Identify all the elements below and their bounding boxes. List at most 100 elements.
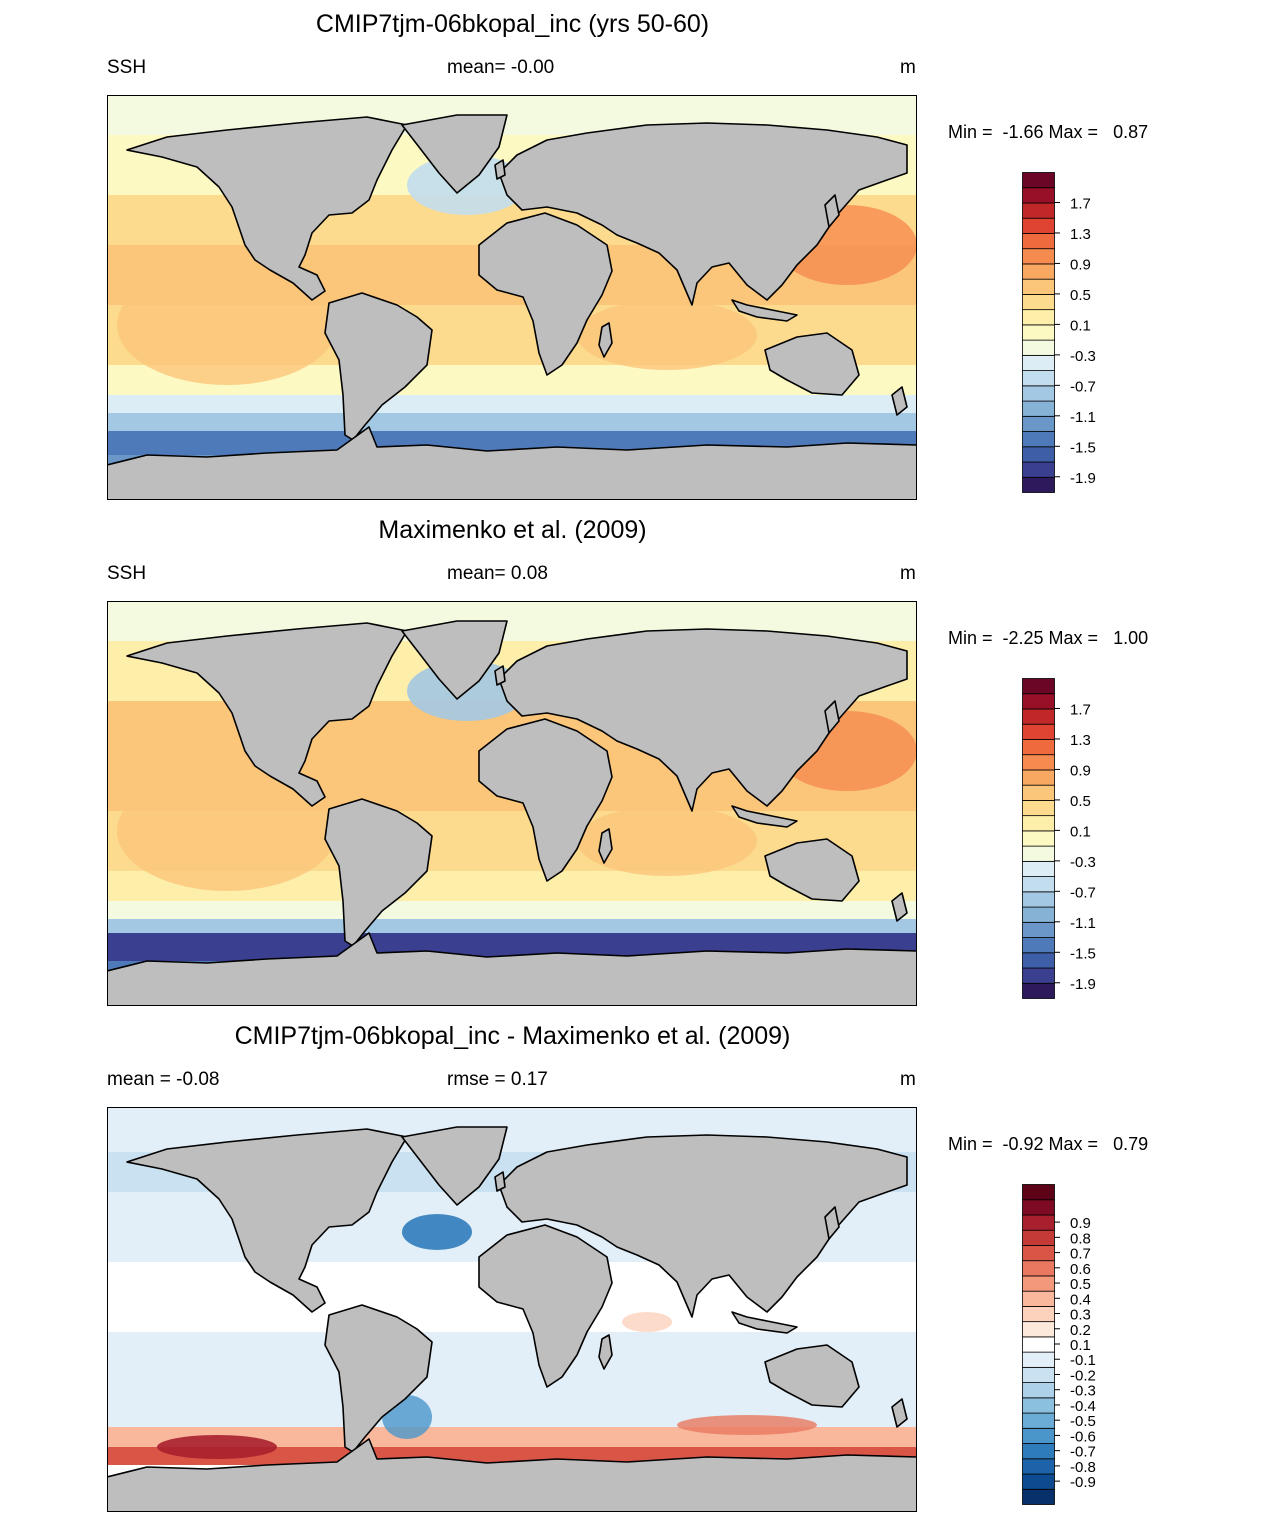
colorbar-box: [1022, 446, 1055, 463]
colorbar-tick-label: 1.3: [1070, 226, 1091, 243]
landmass-australia: [764, 838, 860, 902]
colorbar-box: [1022, 845, 1055, 862]
colorbar-tick-label: -0.7: [1070, 884, 1096, 901]
colorbar-box: [1022, 876, 1055, 893]
map-frame: [107, 1107, 917, 1512]
colorbar-tick-label: 0.9: [1070, 762, 1091, 779]
colorbar-tick-label: -0.2: [1070, 1367, 1096, 1384]
landmass-south-america: [324, 798, 433, 947]
colorbar-box: [1022, 1458, 1055, 1475]
colorbar-tick-label: -1.1: [1070, 409, 1096, 426]
colorbar-box: [1022, 217, 1055, 234]
colorbar-tick-label: 0.9: [1070, 1215, 1091, 1232]
colorbar-box: [1022, 784, 1055, 801]
mean-label: mean = -0.08: [107, 1069, 220, 1090]
mean-label: mean= -0.00: [447, 57, 555, 78]
colorbar-tick-label: 0.5: [1070, 793, 1091, 810]
colorbar-box: [1022, 937, 1055, 954]
colorbar-box: [1022, 1321, 1055, 1338]
colorbar-box: [1022, 1184, 1055, 1201]
colorbar-box: [1022, 1351, 1055, 1368]
panel-difference: CMIP7tjm-06bkopal_inc - Maximenko et al.…: [0, 1012, 1285, 1518]
colorbar-tick-label: 0.1: [1070, 1337, 1091, 1354]
colorbar-tick-label: -1.5: [1070, 945, 1096, 962]
colorbar-tick-label: -0.3: [1070, 1383, 1096, 1400]
landmass-madagascar: [598, 1334, 613, 1370]
landmass-africa: [478, 718, 613, 882]
ssh-map: [107, 601, 917, 1006]
colorbar-tick-label: -0.5: [1070, 1413, 1096, 1430]
colorbar-tick-label: 0.7: [1070, 1246, 1091, 1263]
landmass-north-america: [126, 1128, 408, 1313]
landmass-new-zealand: [891, 892, 908, 922]
landmass-eurasia: [498, 122, 908, 306]
landmass-south-america: [324, 292, 433, 441]
colorbar-tick-label: 0.2: [1070, 1322, 1091, 1339]
colorbar-box: [1022, 1336, 1055, 1353]
colorbar-box: [1022, 400, 1055, 417]
landmass-new-zealand: [891, 1398, 908, 1428]
colorbar-box: [1022, 1290, 1055, 1307]
colorbar-box: [1022, 815, 1055, 832]
colorbar-box: [1022, 324, 1055, 341]
land-mask: [107, 114, 917, 500]
colorbar-tick-label: 1.3: [1070, 732, 1091, 749]
colorbar-box: [1022, 1366, 1055, 1383]
colorbar-box: [1022, 233, 1055, 250]
landmass-antarctica: [107, 1438, 917, 1512]
colorbar-box: [1022, 769, 1055, 786]
colorbar-tick-label: 0.5: [1070, 1276, 1091, 1293]
colorbar-box: [1022, 1473, 1055, 1490]
landmass-greenland: [401, 1126, 508, 1206]
panel-model: CMIP7tjm-06bkopal_inc (yrs 50-60) SSH me…: [0, 0, 1285, 506]
landmass-north-america: [126, 116, 408, 301]
min-max-label: Min = -0.92 Max = 0.79: [948, 1134, 1149, 1154]
colorbar-box: [1022, 415, 1055, 432]
colorbar-box: [1022, 431, 1055, 448]
landmass-greenland: [401, 114, 508, 194]
landmass-antarctica: [107, 932, 917, 1006]
landmass-madagascar: [598, 828, 613, 864]
colorbar-tick-label: -0.8: [1070, 1459, 1096, 1476]
colorbar-tick-label: 0.5: [1070, 287, 1091, 304]
colorbar-box: [1022, 891, 1055, 908]
colorbar-box: [1022, 1443, 1055, 1460]
colorbar-box: [1022, 1260, 1055, 1277]
colorbar-box: [1022, 693, 1055, 710]
landmass-uk: [494, 1171, 506, 1192]
colorbar-box: [1022, 1488, 1055, 1505]
unit-label: m: [900, 563, 916, 584]
landmass-japan: [824, 1206, 840, 1240]
landmass-greenland: [401, 620, 508, 700]
colorbar-box: [1022, 800, 1055, 817]
colorbar-box: [1022, 172, 1055, 189]
map-frame: [107, 601, 917, 1006]
landmass-indonesia: [731, 299, 798, 322]
landmass-antarctica: [107, 426, 917, 500]
colorbar-tick-label: -0.3: [1070, 854, 1096, 871]
landmass-indonesia: [731, 1311, 798, 1334]
colorbar-box: [1022, 1229, 1055, 1246]
colorbar-box: [1022, 982, 1055, 999]
colorbar-box: [1022, 339, 1055, 356]
colorbar-tick-label: -0.1: [1070, 1352, 1096, 1369]
colorbar-tick-label: -1.5: [1070, 439, 1096, 456]
land-mask: [107, 620, 917, 1006]
colorbar-box: [1022, 723, 1055, 740]
colorbar-box: [1022, 1397, 1055, 1414]
colorbar-box: [1022, 385, 1055, 402]
min-max-label: Min = -2.25 Max = 1.00: [948, 628, 1149, 648]
ssh-map: [107, 95, 917, 500]
colorbar-box: [1022, 309, 1055, 326]
colorbar-box: [1022, 278, 1055, 295]
landmass-eurasia: [498, 628, 908, 812]
colorbar-box: [1022, 708, 1055, 725]
colorbar-box: [1022, 1214, 1055, 1231]
colorbar-box: [1022, 476, 1055, 493]
colorbar-tick-label: -1.9: [1070, 976, 1096, 993]
colorbar-tick-label: -0.7: [1070, 1444, 1096, 1461]
mean-label: mean= 0.08: [447, 563, 548, 584]
colorbar-box: [1022, 952, 1055, 969]
landmass-uk: [494, 665, 506, 686]
colorbar-box: [1022, 202, 1055, 219]
